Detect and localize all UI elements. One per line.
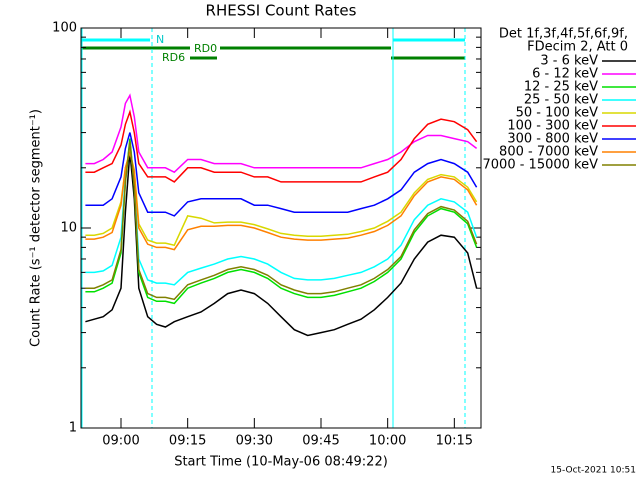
legend-label: 300 - 800 keV [507,132,598,147]
chart-title: RHESSI Count Rates [206,2,357,20]
legend-label: 800 - 7000 keV [499,145,598,160]
series-line [85,144,478,286]
series-line [85,93,478,174]
legend-header: FDecim 2, Att 0 [527,40,628,55]
legend-label: 100 - 300 keV [507,119,598,134]
annotation: RD6 [162,51,185,64]
x-tick-label: 09:15 [169,434,206,449]
x-tick-label: 09:30 [236,434,273,449]
legend-label: 25 - 50 keV [524,93,598,108]
annotation: RD0 [194,42,217,55]
series-line [85,151,478,337]
attenuator-bars: N RD0 RD6 [81,28,466,428]
series-line [85,149,478,247]
x-tick-label: 09:45 [302,434,339,449]
annotation: N [156,33,164,46]
series-line [85,141,478,301]
legend-label: 6 - 12 keV [532,67,598,82]
footer: 15-Oct-2021 10:51 [551,466,636,476]
y-tick-label: 100 [52,21,77,36]
legend-label: 50 - 100 keV [516,106,599,121]
legend-header: Det 1f,3f,4f,5f,6f,9f, [499,27,628,42]
y-tick-label: 10 [60,221,77,236]
x-tick-label: 10:00 [369,434,406,449]
series-line [85,132,478,217]
y-tick-label: 1 [69,421,77,436]
x-tick-label: 10:15 [436,434,473,449]
x-axis-title: Start Time (10-May-06 08:49:22) [174,455,388,470]
legend-label: 7000 - 15000 keV [483,158,599,173]
y-axis-title: Count Rate (s⁻¹ detector segment⁻¹) [29,109,44,347]
legend-label: 3 - 6 keV [540,54,598,69]
legend-label: 12 - 25 keV [524,80,598,95]
series-line [85,138,478,305]
x-tick-label: 09:00 [102,434,139,449]
series-line [85,109,478,183]
